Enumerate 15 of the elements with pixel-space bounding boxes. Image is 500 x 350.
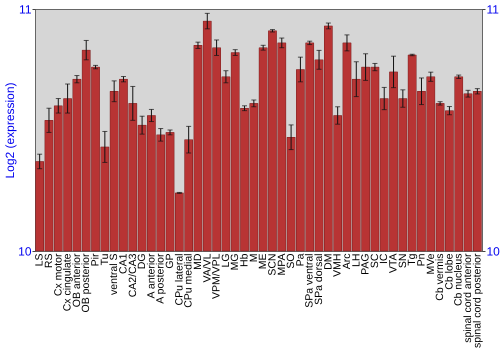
x-tick-label: MVe — [424, 253, 437, 275]
x-tick-label: Cb nucleus — [452, 254, 465, 306]
x-tick-label: LH — [350, 254, 362, 267]
x-tick-label: Tg — [406, 253, 418, 266]
x-tick-label: IC — [378, 253, 390, 264]
x-tick-label: CA2/CA3 — [126, 253, 139, 298]
x-tick-label: MPA — [276, 254, 288, 276]
y2-tick-label: 11 — [486, 2, 500, 16]
x-tick-label: VA/VL — [201, 253, 214, 282]
y2-tick-label: 10 — [486, 244, 500, 258]
y-axis-title: Log2 (expression) — [3, 82, 18, 179]
x-tick-label: OB posterior — [80, 253, 92, 312]
x-tick-label: A posterior — [154, 253, 167, 304]
x-tick-label: Cb lobe — [443, 253, 456, 290]
x-tick-label: GP — [164, 254, 176, 269]
